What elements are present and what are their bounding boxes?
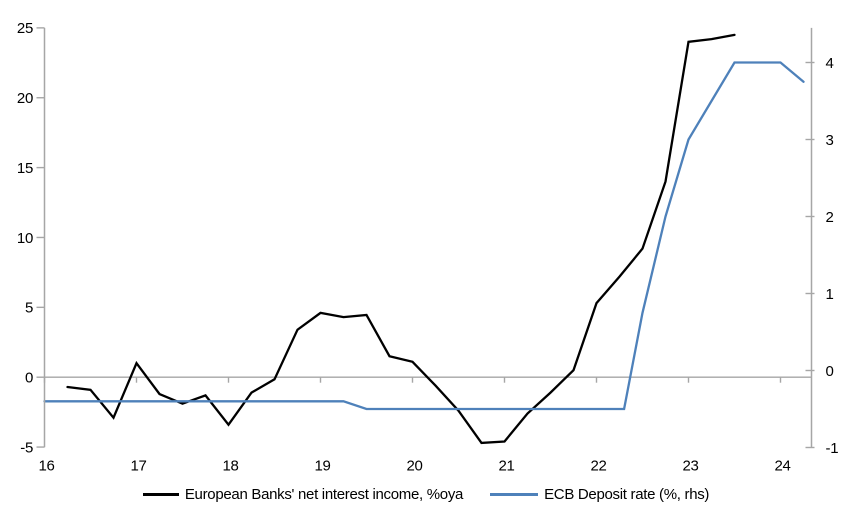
x-axis-tick-label: 22	[590, 458, 606, 475]
right-axis-tick-label: -1	[826, 440, 839, 457]
x-axis-tick-label: 23	[682, 458, 698, 475]
x-axis-tick-label: 16	[38, 458, 54, 475]
left-axis-tick-label: 0	[25, 370, 33, 387]
left-axis-tick-label: -5	[20, 439, 33, 456]
right-axis: -1 0 1 2 3 4	[805, 27, 839, 457]
left-axis-tick-label: 25	[17, 20, 33, 37]
left-axis-tick-label: 20	[17, 90, 33, 107]
left-axis-tick-label: 5	[25, 300, 33, 317]
legend-label-ecb-deposit-rate: ECB Deposit rate (%, rhs)	[544, 486, 710, 503]
right-axis-tick-label: 0	[826, 363, 834, 380]
legend-label-net-interest-income: European Banks' net interest income, %oy…	[184, 486, 464, 503]
right-axis-tick-label: 3	[826, 132, 834, 149]
x-axis-tick-label: 17	[130, 458, 146, 475]
legend-item-net-interest-income: European Banks' net interest income, %oy…	[142, 486, 464, 503]
left-axis-tick-label: 15	[17, 160, 33, 177]
left-axis-tick-label: 10	[17, 230, 33, 247]
right-axis-tick-label: 4	[826, 55, 834, 72]
x-axis-tick-label: 24	[774, 458, 790, 475]
x-axis: 16 17 18 19 20 21 22 23 24	[38, 377, 791, 475]
legend-item-ecb-deposit-rate: ECB Deposit rate (%, rhs)	[490, 486, 709, 503]
black-line-swatch-icon	[142, 493, 179, 496]
left-axis: -5 0 5 10 15 20 25	[17, 20, 46, 456]
right-axis-tick-label: 2	[826, 209, 834, 226]
x-axis-tick-label: 18	[222, 458, 238, 475]
ecb-deposit-rate-line	[43, 61, 805, 411]
x-axis-tick-label: 19	[314, 458, 330, 475]
chart-legend: European Banks' net interest income, %oy…	[0, 486, 852, 503]
net-interest-income-line	[66, 33, 736, 445]
series-lines-group	[43, 33, 805, 445]
x-axis-tick-label: 21	[498, 458, 514, 475]
right-axis-tick-label: 1	[826, 286, 834, 303]
blue-line-swatch-icon	[490, 493, 539, 496]
x-axis-tick-label: 20	[406, 458, 422, 475]
